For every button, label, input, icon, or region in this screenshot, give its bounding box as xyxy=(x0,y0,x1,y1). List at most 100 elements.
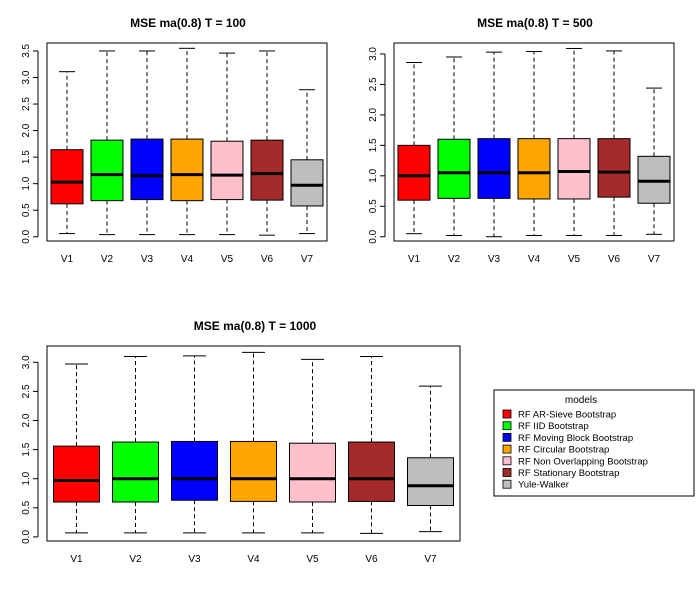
x-tick-label: V6 xyxy=(261,254,274,265)
iqr-box xyxy=(637,155,671,204)
y-tick-label: 3.0 xyxy=(368,47,379,61)
plot-frame xyxy=(46,345,461,542)
y-tick-label: 0.0 xyxy=(21,229,32,243)
y-tick-label: 1.0 xyxy=(21,471,32,485)
legend-item: RF Stationary Bootstrap xyxy=(502,468,619,479)
box-v6 xyxy=(597,50,631,237)
legend-title: models xyxy=(565,395,597,406)
iqr-box xyxy=(437,138,471,199)
panel-t100: MSE ma(0.8) T = 100 0.0 0.5 1.0 1.5 2.0 2.5 3.… xyxy=(21,16,328,265)
x-tick-label: V5 xyxy=(221,254,234,265)
panel-t500: MSE ma(0.8) T = 500 0.0 0.5 1.0 1.5 2.0 2.5 3.… xyxy=(368,16,675,265)
x-tick-label: V4 xyxy=(528,254,541,265)
y-tick-label: 1.5 xyxy=(368,138,379,152)
box-v4 xyxy=(517,51,551,237)
legend-label: Yule-Walker xyxy=(518,480,569,491)
legend-label: RF AR-Sieve Bootstrap xyxy=(518,410,616,421)
iqr-box xyxy=(230,440,277,502)
iqr-box xyxy=(53,445,100,503)
legend-swatch xyxy=(502,444,512,454)
box-v4 xyxy=(170,47,204,236)
iqr-box xyxy=(130,138,164,201)
box-v7 xyxy=(290,89,324,235)
box-v6 xyxy=(250,50,284,236)
box-v1 xyxy=(50,71,84,235)
legend-swatch xyxy=(502,421,512,431)
iqr-box xyxy=(397,144,431,201)
legend-item: RF AR-Sieve Bootstrap xyxy=(502,409,616,421)
y-tick-label: 3.0 xyxy=(21,70,32,84)
iqr-box xyxy=(50,149,84,205)
box-v3 xyxy=(130,50,164,236)
y-tick-label: 2.0 xyxy=(21,123,32,137)
box-v5 xyxy=(210,52,244,236)
y-tick-label: 3.0 xyxy=(21,355,32,369)
y-tick-label: 0.0 xyxy=(21,530,32,544)
x-tick-label: V4 xyxy=(247,554,260,565)
iqr-box xyxy=(557,138,591,200)
box-v2 xyxy=(90,50,124,236)
box-v3 xyxy=(477,51,511,238)
legend-item: RF IID Bootstrap xyxy=(502,421,589,432)
iqr-box xyxy=(170,138,204,202)
x-tick-label: V7 xyxy=(648,254,661,265)
iqr-box xyxy=(171,440,218,501)
x-tick-label: V2 xyxy=(448,254,461,265)
x-tick-label: V6 xyxy=(365,554,378,565)
x-tick-label: V4 xyxy=(181,254,194,265)
iqr-box xyxy=(90,139,124,202)
panel-title: MSE ma(0.8) T = 1000 xyxy=(194,319,317,333)
y-tick-label: 0.0 xyxy=(368,229,379,243)
panel-title: MSE ma(0.8) T = 100 xyxy=(130,16,246,30)
y-tick-label: 2.5 xyxy=(368,77,379,91)
legend-item: RF Non Overlapping Bootstrap xyxy=(502,456,648,467)
plot-frame xyxy=(46,42,328,242)
iqr-box xyxy=(289,442,336,503)
box-v2 xyxy=(112,355,159,534)
legend-swatch xyxy=(502,409,512,419)
legend-swatch xyxy=(502,468,512,477)
iqr-box xyxy=(210,140,244,201)
x-tick-label: V3 xyxy=(141,254,154,265)
x-tick-label: V3 xyxy=(488,254,501,265)
legend-swatch xyxy=(502,479,512,489)
panel-t1000: MSE ma(0.8) T = 1000 0.0 0.5 1.0 1.5 2.0 2.5 3… xyxy=(21,319,461,565)
box-v5 xyxy=(557,47,591,237)
legend-swatch xyxy=(502,456,512,466)
legend-swatch xyxy=(502,432,512,442)
box-v2 xyxy=(437,56,471,237)
legend-frame xyxy=(493,389,695,497)
x-tick-label: V7 xyxy=(301,254,314,265)
y-tick-label: 2.0 xyxy=(21,413,32,427)
x-tick-label: V6 xyxy=(608,254,621,265)
x-tick-label: V1 xyxy=(61,254,74,265)
y-tick-label: 3.5 xyxy=(21,44,32,58)
legend-item: RF Circular Bootstrap xyxy=(502,444,609,456)
legend-item: RF Moving Block Bootstrap xyxy=(502,432,633,444)
plot-frame xyxy=(393,42,675,242)
y-tick-label: 0.5 xyxy=(21,203,32,217)
y-tick-label: 1.0 xyxy=(21,176,32,190)
iqr-box xyxy=(348,441,395,502)
iqr-box xyxy=(517,138,551,200)
y-tick-label: 1.5 xyxy=(21,150,32,164)
x-tick-label: V2 xyxy=(129,554,142,565)
legend-item: Yule-Walker xyxy=(502,479,569,491)
box-v4 xyxy=(230,351,277,534)
iqr-box xyxy=(112,441,159,503)
y-tick-label: 2.5 xyxy=(21,384,32,398)
x-tick-label: V1 xyxy=(70,554,83,565)
box-v1 xyxy=(397,61,431,235)
x-tick-label: V1 xyxy=(408,254,421,265)
iqr-box xyxy=(290,159,324,207)
box-v1 xyxy=(53,363,100,534)
box-v3 xyxy=(171,355,218,534)
legend-label: RF Circular Bootstrap xyxy=(518,445,609,456)
panel-title: MSE ma(0.8) T = 500 xyxy=(477,16,593,30)
box-v7 xyxy=(637,87,671,235)
iqr-box xyxy=(407,457,454,506)
iqr-box xyxy=(250,139,284,201)
iqr-box xyxy=(477,138,511,199)
y-tick-label: 2.0 xyxy=(368,108,379,122)
